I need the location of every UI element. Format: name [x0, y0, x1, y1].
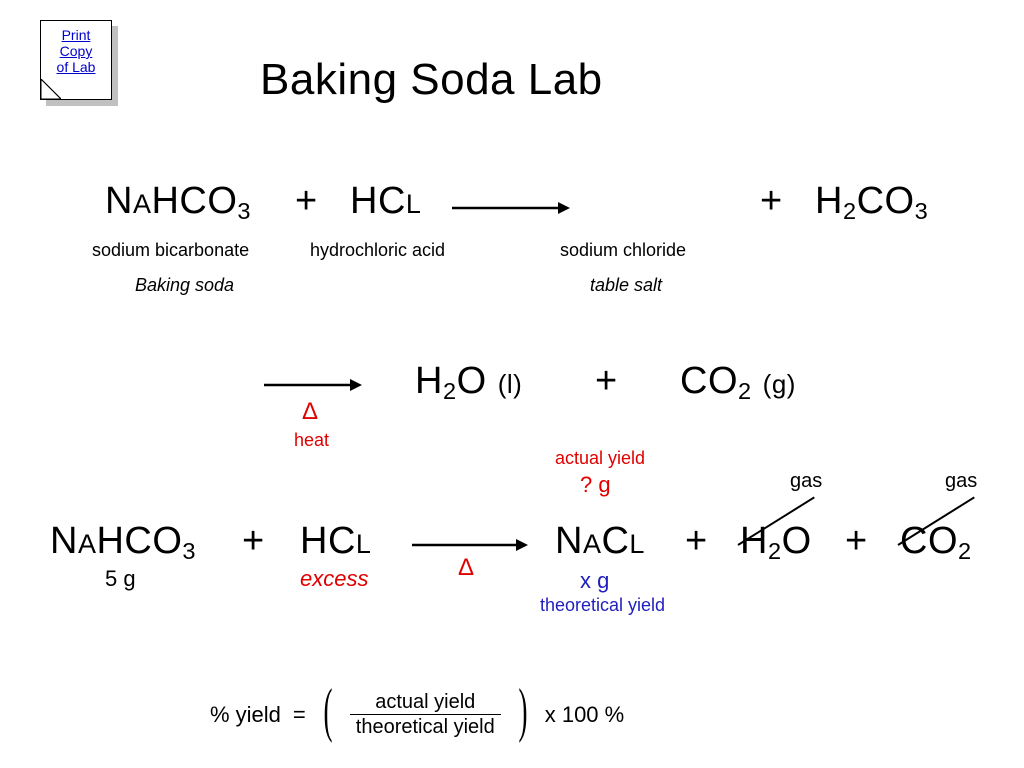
eq1-r1-sub: 3: [237, 198, 251, 224]
yield-eq: =: [293, 702, 306, 728]
eq1-product2: H2CO3: [815, 180, 928, 225]
eq3-plus2: +: [685, 520, 708, 563]
eq3-p1: NaCl: [555, 520, 645, 563]
eq1-sub-p1a: sodium chloride: [560, 240, 686, 261]
eq1-r1-base: NaHCO: [105, 180, 237, 222]
note-body[interactable]: Print Copy of Lab: [40, 20, 112, 100]
eq1-arrow: [450, 198, 570, 218]
eq3-theo: theoretical yield: [540, 595, 665, 616]
eq3-gas1: gas: [790, 470, 822, 493]
eq2-co2: CO2 (g): [680, 360, 796, 405]
eq3-plus1: +: [242, 520, 265, 563]
yield-den: theoretical yield: [350, 714, 501, 739]
eq1-plus2: +: [760, 180, 783, 223]
eq3-r1-mass: 5 g: [105, 566, 136, 592]
yield-num: actual yield: [350, 690, 501, 714]
eq3-gas2: gas: [945, 470, 977, 493]
eq3-r2: HCl: [300, 520, 371, 563]
eq3-xg: x g: [580, 568, 609, 594]
eq3-excess: excess: [300, 566, 368, 592]
eq1-sub-r2: hydrochloric acid: [310, 240, 445, 261]
page-title: Baking Soda Lab: [260, 55, 603, 105]
eq1-plus1: +: [295, 180, 318, 223]
eq3-delta: Δ: [458, 554, 474, 582]
eq3-p2: H2O: [740, 520, 812, 565]
eq2-h2o: H2O (l): [415, 360, 522, 405]
eq2-arrow: [262, 375, 362, 395]
eq2-plus: +: [595, 360, 618, 403]
eq2-heat: heat: [294, 430, 329, 451]
eq1-sub-r1a: sodium bicarbonate: [92, 240, 249, 261]
eq3-actual-label: actual yield: [555, 448, 645, 469]
paren-left: (: [323, 676, 332, 745]
yield-rhs: x 100 %: [545, 702, 625, 728]
yield-lhs: % yield: [210, 702, 281, 728]
eq3-actual-g: ? g: [580, 472, 611, 498]
eq3-arrow: [410, 535, 528, 555]
print-link-line2[interactable]: Copy: [45, 43, 107, 59]
print-note: Print Copy of Lab: [40, 20, 112, 100]
note-fold: [41, 79, 61, 99]
print-link-line1[interactable]: Print: [45, 27, 107, 43]
eq1-reactant1: NaHCO3: [105, 180, 251, 225]
eq2-delta: Δ: [302, 398, 318, 426]
print-link-line3[interactable]: of Lab: [45, 59, 107, 75]
eq1-sub-r1b: Baking soda: [135, 275, 234, 296]
eq3-r1: NaHCO3: [50, 520, 196, 565]
paren-right: ): [518, 676, 527, 745]
eq1-sub-p1b: table salt: [590, 275, 662, 296]
eq3-p3: CO2: [900, 520, 972, 565]
eq1-reactant2: HCl: [350, 180, 421, 223]
yield-formula: % yield = ( actual yield theoretical yie…: [210, 680, 624, 749]
eq3-plus3: +: [845, 520, 868, 563]
